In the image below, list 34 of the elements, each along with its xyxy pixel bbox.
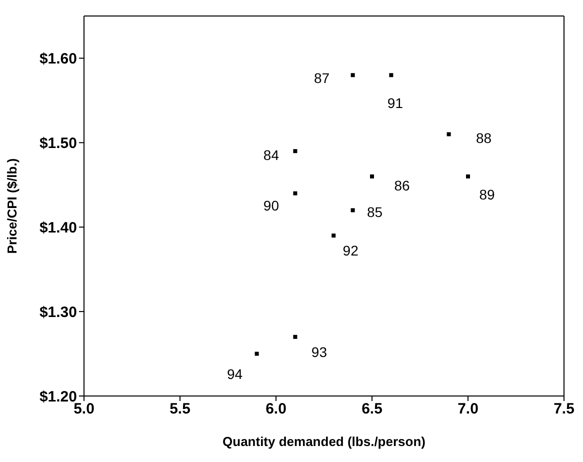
y-tick-label: $1.50	[39, 134, 77, 152]
point	[332, 234, 336, 238]
point	[293, 149, 298, 154]
annotation: 92	[342, 242, 359, 259]
y-tick-label: $1.60	[39, 50, 77, 68]
annotation: 85	[367, 204, 383, 220]
point	[350, 208, 355, 212]
y-tick-label: $1.30	[39, 304, 77, 321]
y-axis-title: Price/CPI ($/lb.)	[4, 158, 20, 254]
annotation: 88	[476, 130, 492, 146]
annotation: 86	[394, 177, 410, 194]
x-axis-title: Quantity demanded (lbs./person)	[222, 434, 426, 449]
x-tick-label: 5.5	[170, 400, 190, 418]
x-tick-label: 6.0	[266, 400, 286, 418]
annotation: 84	[263, 147, 280, 164]
point	[370, 174, 374, 178]
point	[389, 73, 394, 78]
annotation: 94	[227, 366, 243, 382]
point	[446, 132, 451, 136]
point	[350, 73, 355, 78]
point	[293, 334, 298, 339]
x-tick-label: 5.0	[74, 400, 94, 418]
annotation: 87	[314, 70, 330, 86]
annotation: 89	[479, 186, 495, 202]
annotation: 91	[387, 95, 404, 112]
x-tick-label: 7.5	[554, 400, 574, 418]
annotation: 93	[311, 344, 328, 360]
x-tick-label: 7.0	[458, 400, 478, 418]
annotation: 90	[263, 197, 280, 214]
y-tick-label: $1.40	[39, 219, 77, 236]
point	[293, 191, 298, 196]
point	[254, 352, 259, 356]
point	[466, 174, 470, 178]
x-tick-label: 6.5	[362, 400, 382, 418]
